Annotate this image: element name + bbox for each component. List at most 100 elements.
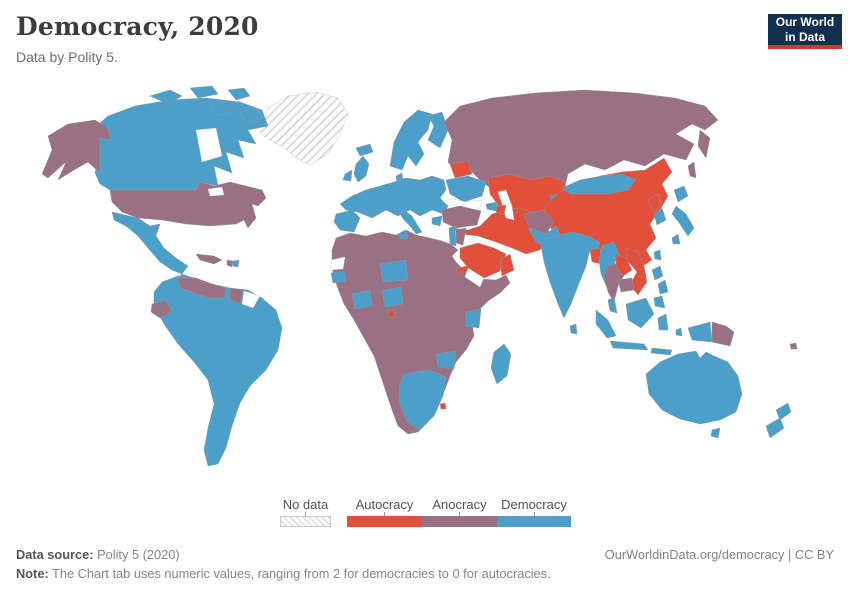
russia-kamchatka[interactable] <box>697 129 711 159</box>
country-haiti[interactable] <box>226 259 234 268</box>
country-india[interactable] <box>539 231 601 319</box>
region-southern-africa[interactable] <box>398 369 447 431</box>
legend-swatch-democracy[interactable] <box>497 516 571 527</box>
country-south-korea[interactable] <box>653 207 667 226</box>
world-map <box>0 78 850 490</box>
country-jordan[interactable] <box>455 227 467 246</box>
country-senegal[interactable] <box>330 270 347 284</box>
country-eswatini[interactable] <box>439 402 447 410</box>
philippines-visayas[interactable] <box>657 279 669 295</box>
country-ukraine[interactable] <box>445 175 487 203</box>
country-greece[interactable] <box>431 215 443 227</box>
indonesia-sumatra[interactable] <box>595 309 617 339</box>
legend-label-anocracy: Anocracy <box>432 497 487 512</box>
indonesia-sulawesi[interactable] <box>657 313 669 331</box>
country-sri-lanka[interactable] <box>569 323 578 335</box>
legend-label-no-data: No data <box>282 497 329 512</box>
philippines-mindanao[interactable] <box>653 295 666 309</box>
russia-sakhalin[interactable] <box>687 161 697 179</box>
country-mongolia[interactable] <box>561 173 637 195</box>
country-israel-lebanon[interactable] <box>448 225 457 247</box>
country-azerbaijan[interactable] <box>495 204 507 216</box>
canada-arctic-island[interactable] <box>189 85 219 99</box>
great-lakes <box>207 186 225 197</box>
region-scandinavia[interactable] <box>389 109 433 171</box>
japan-kyushu[interactable] <box>671 233 681 245</box>
canada-arctic-island[interactable] <box>209 101 235 117</box>
country-russia[interactable] <box>443 89 719 189</box>
australia-tasmania[interactable] <box>710 427 721 439</box>
legend-label-autocracy: Autocracy <box>355 497 414 512</box>
country-australia[interactable] <box>645 350 743 425</box>
legend-item-democracy[interactable]: Democracy <box>497 497 571 527</box>
country-saudi-arabia[interactable] <box>459 242 507 279</box>
country-taiwan[interactable] <box>653 249 662 261</box>
country-cambodia[interactable] <box>617 277 635 293</box>
country-madagascar[interactable] <box>490 343 512 385</box>
data-source-label: Data source: <box>16 547 94 562</box>
country-finland[interactable] <box>427 111 449 149</box>
philippines-luzon[interactable] <box>651 265 664 281</box>
canada-arctic-island[interactable] <box>239 107 263 123</box>
indonesia-moluccas[interactable] <box>675 327 683 337</box>
note-line: Note: The Chart tab uses numeric values,… <box>16 566 551 581</box>
country-dominican-republic[interactable] <box>232 259 240 268</box>
legend-item-autocracy[interactable]: Autocracy <box>347 497 422 527</box>
country-tunisia[interactable] <box>397 229 409 240</box>
new-zealand-north-island[interactable] <box>775 402 792 421</box>
country-greenland[interactable] <box>257 91 349 166</box>
country-belarus[interactable] <box>449 160 473 179</box>
country-united-states[interactable] <box>109 181 267 229</box>
country-ireland[interactable] <box>342 169 353 182</box>
country-fiji[interactable] <box>789 342 798 350</box>
region-south-america[interactable] <box>153 275 283 467</box>
country-turkey[interactable] <box>441 205 482 229</box>
country-mexico[interactable] <box>111 211 189 275</box>
legend-tick <box>384 512 385 516</box>
country-cuba[interactable] <box>195 253 223 265</box>
country-papua-new-guinea[interactable] <box>711 321 735 347</box>
indonesia-papua[interactable] <box>687 321 713 343</box>
new-zealand-south-island[interactable] <box>765 417 785 439</box>
region-europe-mainland[interactable] <box>339 175 449 219</box>
country-italy[interactable] <box>399 209 423 235</box>
country-yemen[interactable] <box>464 267 485 288</box>
japan-hokkaido[interactable] <box>673 185 689 203</box>
country-suriname-french-guiana[interactable] <box>241 290 261 309</box>
indonesia-java[interactable] <box>609 340 649 351</box>
legend-item-no-data[interactable]: No data <box>280 497 331 527</box>
country-ghana-ivory-coast[interactable] <box>351 289 373 310</box>
country-kenya[interactable] <box>465 308 482 329</box>
data-source-value: Polity 5 (2020) <box>97 547 180 562</box>
country-iceland[interactable] <box>355 143 374 157</box>
legend-swatch-no-data[interactable] <box>280 516 331 527</box>
country-north-korea[interactable] <box>647 193 663 213</box>
page-subtitle: Data by Polity 5. <box>16 49 118 65</box>
canada-arctic-island[interactable] <box>149 89 183 105</box>
japan-honshu[interactable] <box>671 205 695 237</box>
legend-item-anocracy[interactable]: Anocracy <box>422 497 497 527</box>
country-united-kingdom[interactable] <box>353 155 370 183</box>
country-laos[interactable] <box>615 253 633 277</box>
country-venezuela[interactable] <box>177 277 227 299</box>
country-oman-uae[interactable] <box>499 253 515 277</box>
legend-swatch-autocracy[interactable] <box>347 516 422 527</box>
country-guyana[interactable] <box>228 287 244 305</box>
owid-logo[interactable]: Our World in Data <box>768 14 842 49</box>
country-malaysia[interactable] <box>607 296 618 314</box>
country-usa-alaska[interactable] <box>41 119 111 181</box>
country-nigeria[interactable] <box>381 286 404 308</box>
canada-arctic-island[interactable] <box>227 87 251 101</box>
indonesia-lesser-sunda[interactable] <box>650 347 673 356</box>
indonesia-borneo[interactable] <box>625 297 655 329</box>
legend-swatch-anocracy[interactable] <box>422 516 497 527</box>
page-title: Democracy, 2020 <box>16 12 259 41</box>
country-equatorial-guinea[interactable] <box>387 309 396 318</box>
country-zambia[interactable] <box>435 350 457 370</box>
region-iberia[interactable] <box>333 209 361 233</box>
country-ecuador[interactable] <box>150 299 173 319</box>
country-afghanistan[interactable] <box>523 209 555 235</box>
country-niger[interactable] <box>379 259 409 283</box>
country-western-sahara[interactable] <box>330 256 346 271</box>
attribution-link[interactable]: OurWorldinData.org/democracy | CC BY <box>604 547 834 562</box>
